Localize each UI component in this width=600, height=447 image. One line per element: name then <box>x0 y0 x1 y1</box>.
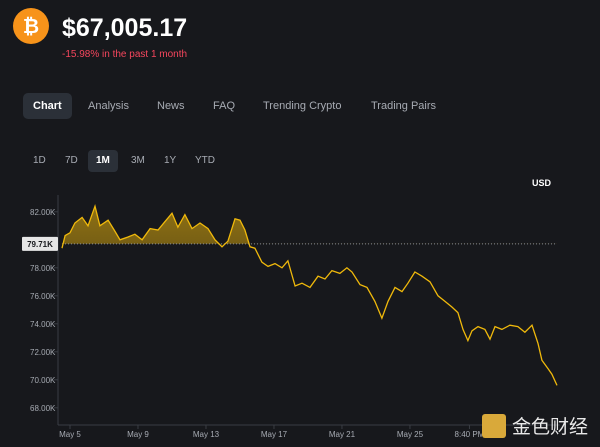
range-button[interactable]: 3M <box>131 155 145 166</box>
tab[interactable]: Trending Crypto <box>263 100 342 112</box>
tab[interactable]: FAQ <box>213 100 236 112</box>
watermark-text: 金色财经 <box>511 416 588 438</box>
x-tick-label: May 13 <box>193 430 220 439</box>
range-button[interactable]: YTD <box>195 155 215 166</box>
watermark: 金色财经 <box>481 412 588 439</box>
x-tick-label: May 5 <box>59 430 81 439</box>
x-tick-label: May 9 <box>127 430 149 439</box>
y-tick-label: 76.00K <box>30 292 56 301</box>
y-tick-label: 68.00K <box>30 404 56 413</box>
price-change: -15.98% in the past 1 month <box>62 49 188 60</box>
baseline-area <box>62 206 557 244</box>
x-tick-label: May 17 <box>261 430 288 439</box>
range-button[interactable]: 1D <box>33 155 46 166</box>
range-button[interactable]: 1Y <box>164 155 177 166</box>
tab[interactable]: Chart <box>23 93 72 119</box>
x-tick-label: May 25 <box>397 430 424 439</box>
tab[interactable]: Trading Pairs <box>371 100 437 112</box>
y-tick-label: 70.00K <box>30 376 56 385</box>
range-button[interactable]: 7D <box>65 155 78 166</box>
baseline-label-bg <box>22 236 58 251</box>
y-tick-label: 78.00K <box>30 264 56 273</box>
watermark-logo <box>481 413 506 438</box>
y-tick-label: 74.00K <box>30 320 56 329</box>
x-tick-label: 8:40 PM <box>455 430 485 439</box>
logo-symbol: ₿ <box>23 16 39 38</box>
coin-logo: ₿ <box>13 8 49 44</box>
y-tick-label: 72.00K <box>30 348 56 357</box>
y-tick-label: 82.00K <box>30 208 56 217</box>
currency-label: USD <box>532 178 552 188</box>
tab[interactable]: Analysis <box>88 100 129 112</box>
tab[interactable]: News <box>157 100 185 112</box>
baseline-label: 79.71K <box>27 240 53 249</box>
price: $67,005.17 <box>62 14 188 42</box>
range-button[interactable]: 1M <box>88 150 118 172</box>
x-tick-label: May 21 <box>329 430 356 439</box>
price-line <box>61 203 558 386</box>
